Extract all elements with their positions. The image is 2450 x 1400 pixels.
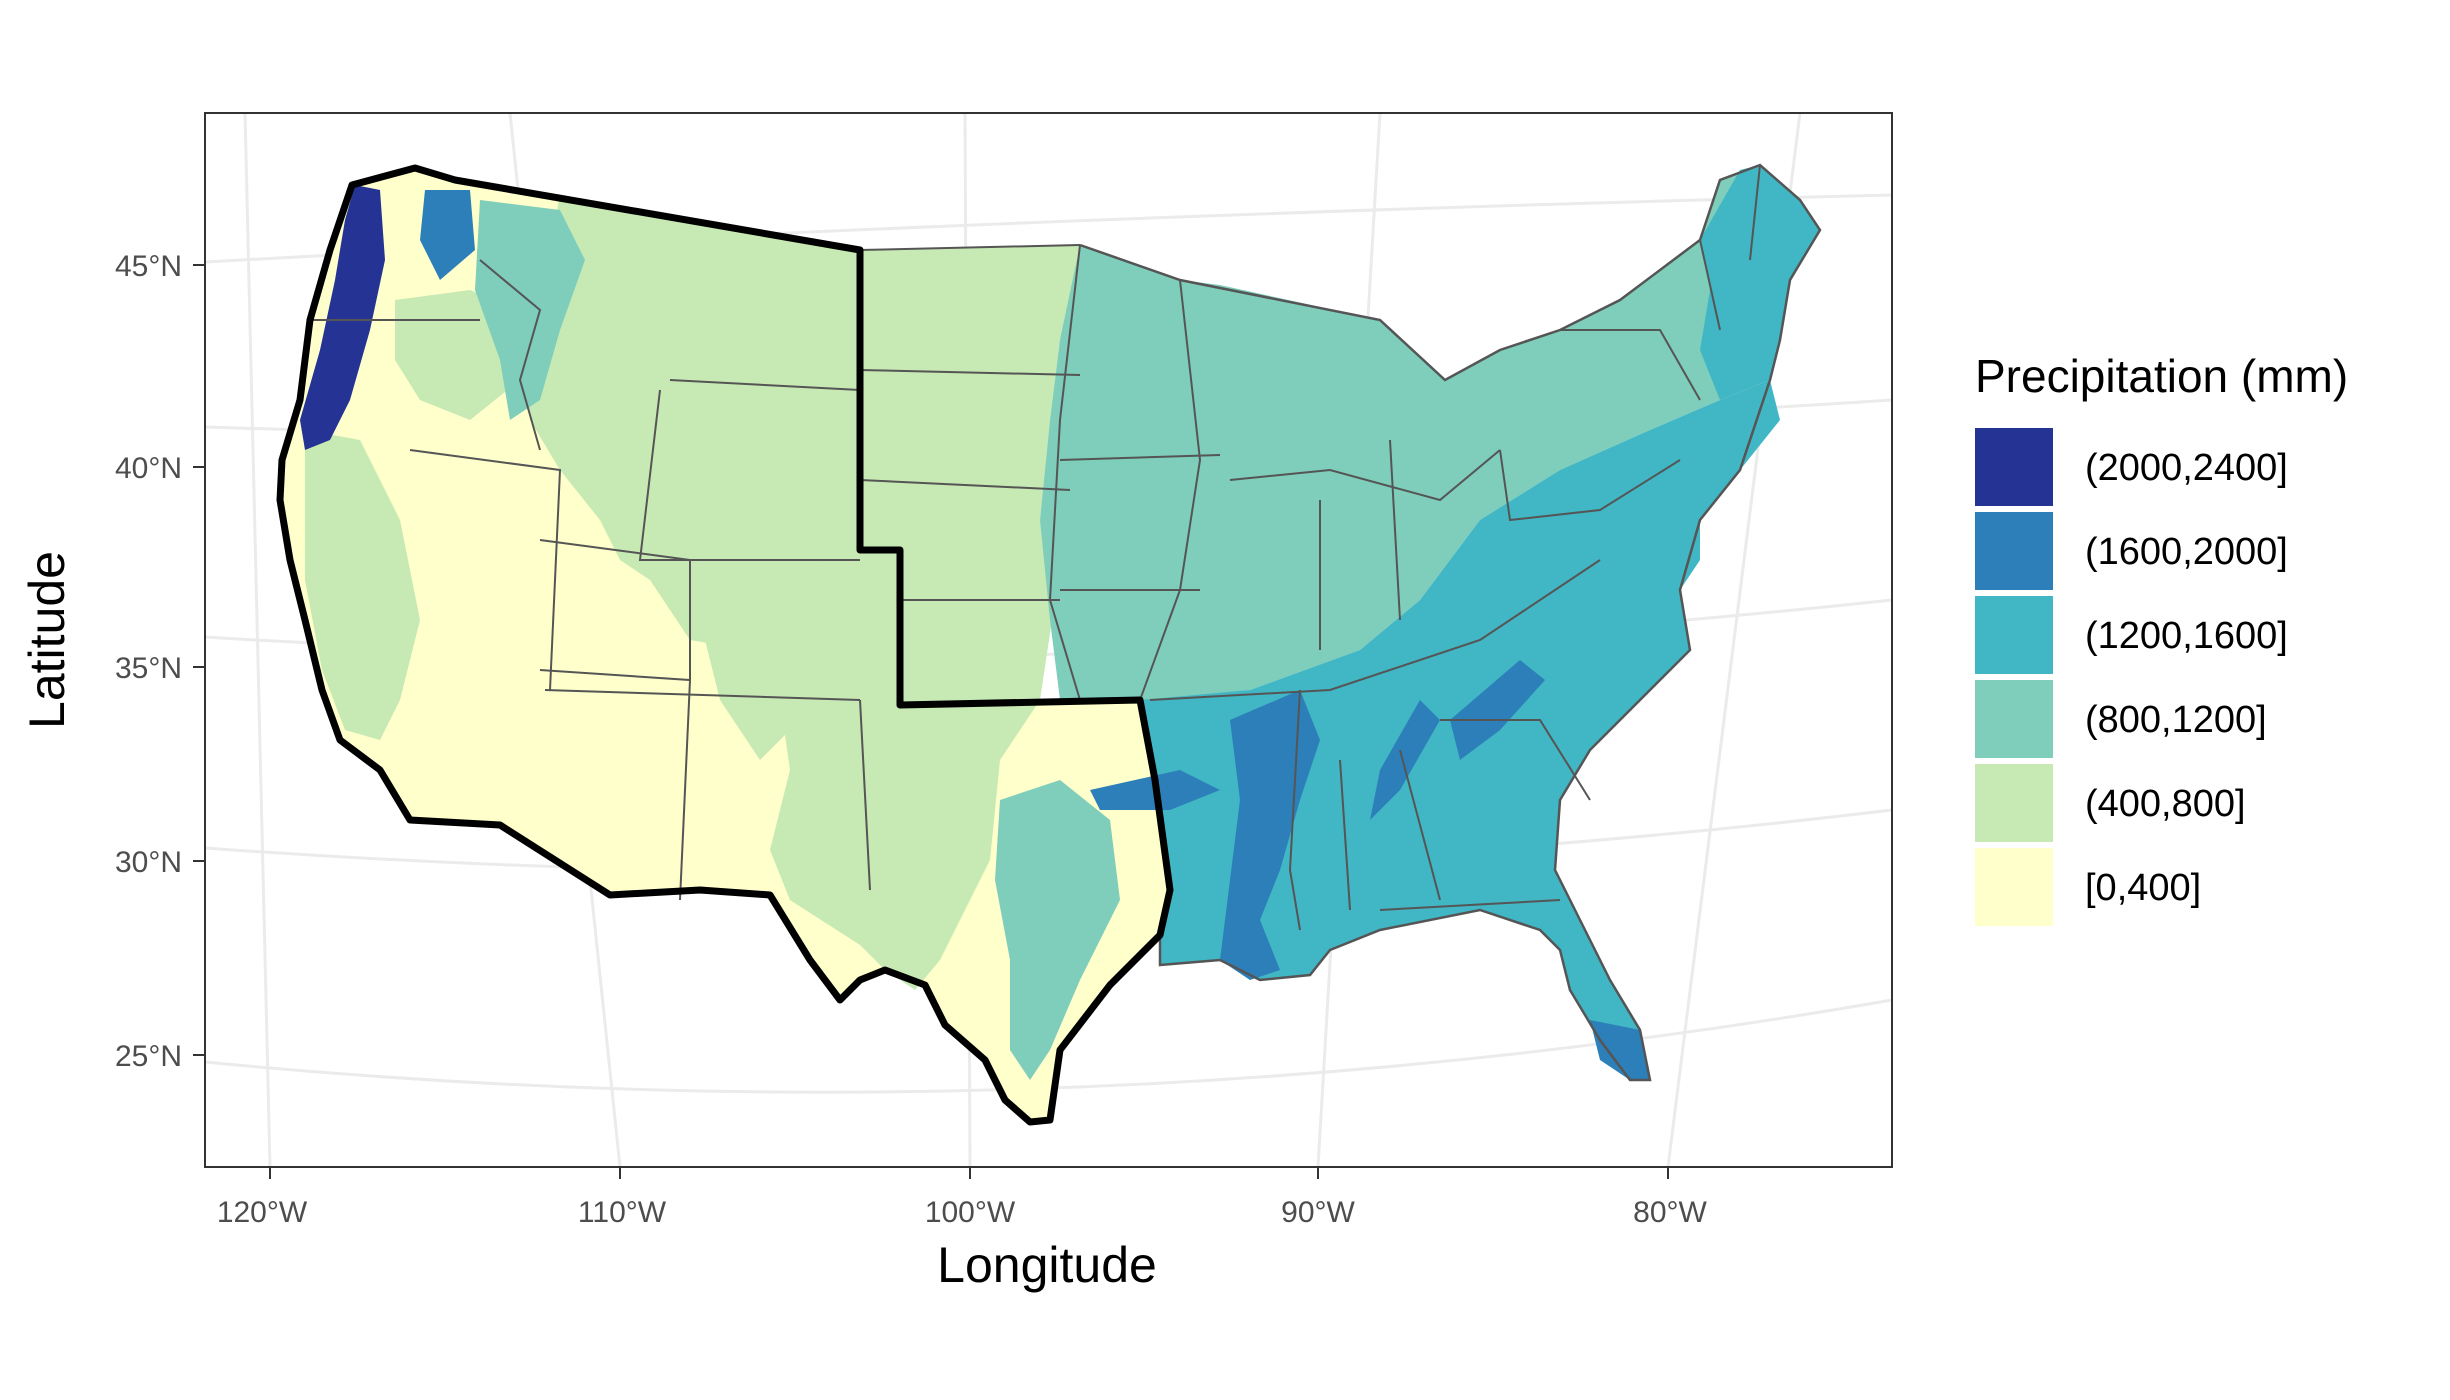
y-axis-title: Latitude [19, 551, 75, 729]
region-oregon-800-1200 [475, 200, 585, 420]
region-new-england-1200-1600 [1700, 165, 1820, 400]
region-midwest-800-1200 [1040, 165, 1810, 700]
panel-border [204, 112, 1893, 1168]
precip-map [276, 163, 1822, 1126]
state-border-line [1399, 749, 1441, 901]
legend-swatch [1975, 680, 2053, 758]
state-border-line [669, 379, 861, 391]
state-border-line [539, 539, 691, 682]
state-border-line [859, 699, 871, 891]
legend-label: (2000,2400] [2085, 447, 2288, 489]
legend-label: (800,1200] [2085, 699, 2267, 741]
state-border-line [1139, 279, 1202, 701]
region-florida-1600-2000 [1590, 1020, 1650, 1080]
eastern-outline [1079, 163, 1822, 1082]
legend: Precipitation (mm) (2000,2400] (1600,2000… [1975, 350, 2348, 926]
state-border-line [859, 369, 1081, 376]
state-border-line [1149, 559, 1601, 701]
x-axis-title: Longitude [937, 1237, 1157, 1293]
y-tick-label: 25°N [115, 1040, 182, 1073]
gridline-lon-120 [243, 112, 272, 1168]
region-washington-coast-1600-2000 [420, 190, 475, 280]
state-borders [310, 164, 1761, 931]
state-border-line [1379, 899, 1561, 911]
state-border-line [1699, 239, 1721, 331]
state-border-line [409, 449, 562, 691]
legend-label: [0,400] [2085, 867, 2201, 909]
y-tick-label: 30°N [115, 846, 182, 879]
y-axis: 25°N 30°N 35°N 40°N 45°N Latitude [19, 250, 205, 1073]
x-tick-label: 100°W [925, 1196, 1016, 1229]
legend-swatch [1975, 596, 2053, 674]
x-tick-label: 80°W [1633, 1196, 1707, 1229]
state-border-line [1339, 759, 1351, 911]
y-tick-label: 45°N [115, 250, 182, 283]
state-border-line [1389, 439, 1401, 621]
state-border-line [1499, 449, 1681, 522]
region-appalachia-1600-2000 [1450, 660, 1545, 760]
state-border-line [479, 259, 542, 451]
region-colorado-400-800 [690, 520, 830, 760]
state-border-line [1229, 449, 1501, 502]
state-border-line [1560, 329, 1701, 401]
state-border-line [1059, 454, 1221, 461]
y-tick-label: 40°N [115, 452, 182, 485]
state-border-line [859, 244, 1081, 251]
state-border-line [1749, 164, 1761, 261]
state-border-line [544, 689, 861, 701]
region-alabama-1600-2000 [1370, 700, 1440, 820]
legend-label: (1600,2000] [2085, 531, 2288, 573]
legend-swatch [1975, 428, 2053, 506]
x-tick-label: 90°W [1281, 1196, 1355, 1229]
state-border-line [638, 389, 860, 561]
state-border-line [859, 479, 1071, 491]
legend-label: (400,800] [2085, 783, 2246, 825]
region-california-valley-400-800 [305, 430, 420, 740]
y-tick-label: 35°N [115, 652, 182, 685]
region-pacific-coast-2000-2400 [300, 185, 385, 450]
legend-items: (2000,2400] (1600,2000] (1200,1600] (800,12… [1975, 428, 2288, 926]
plot-panel [204, 112, 1893, 1168]
region-texas-800-1200 [995, 780, 1120, 1080]
x-tick-label: 120°W [217, 1196, 308, 1229]
state-border-line [1048, 244, 1081, 701]
x-tick-label: 110°W [578, 1196, 667, 1229]
legend-swatch [1975, 848, 2053, 926]
x-axis: 120°W 110°W 100°W 90°W 80°W Longitude [217, 1167, 1708, 1293]
state-border-line [679, 679, 691, 901]
state-border-line [1288, 689, 1301, 931]
legend-swatch [1975, 764, 2053, 842]
state-border-line [1440, 719, 1591, 801]
legend-swatch [1975, 512, 2053, 590]
legend-title: Precipitation (mm) [1975, 350, 2348, 402]
legend-label: (1200,1600] [2085, 615, 2288, 657]
western-region-outline [276, 164, 1174, 1126]
